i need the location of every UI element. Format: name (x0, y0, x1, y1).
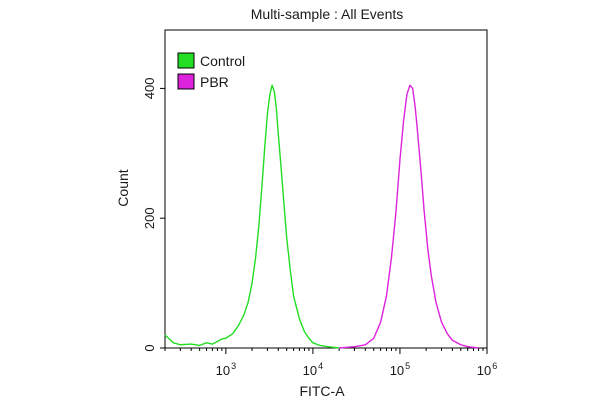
x-tick-label: 106 (477, 361, 497, 378)
y-axis: 0 200 400 (142, 78, 165, 352)
x-tick-label: 105 (390, 361, 410, 378)
legend-swatch-pbr (177, 73, 195, 90)
x-tick-label: 103 (216, 361, 236, 378)
legend-item-pbr: PBR (177, 73, 229, 90)
series-line-control (164, 84, 340, 349)
series-layer (164, 84, 479, 349)
legend-label-control: Control (200, 53, 245, 69)
x-axis: 103 104 105 106 (164, 348, 497, 378)
series-line-pbr (339, 84, 479, 349)
x-tick-label: 104 (303, 361, 323, 378)
x-axis-label: FITC-A (299, 383, 345, 399)
legend: Control PBR (177, 52, 245, 90)
legend-swatch-control (177, 52, 195, 69)
y-tick-label: 400 (142, 78, 157, 100)
chart-title: Multi-sample : All Events (251, 6, 404, 22)
y-tick-label: 0 (142, 344, 157, 351)
legend-item-control: Control (177, 52, 245, 69)
y-axis-label: Count (115, 169, 131, 206)
legend-label-pbr: PBR (200, 74, 229, 90)
y-tick-label: 200 (142, 207, 157, 229)
plot-frame (164, 29, 488, 349)
